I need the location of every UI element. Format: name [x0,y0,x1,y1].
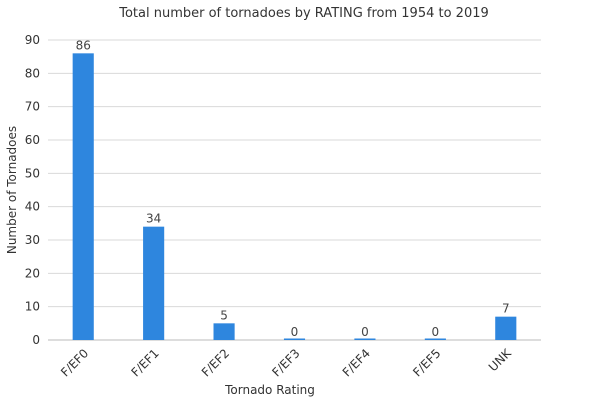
x-tick-label: F/EF1 [128,346,161,379]
data-labels: 86 34 5 0 0 0 7 [76,38,510,339]
x-axis-title: Tornado Rating [224,383,315,397]
x-tick-label: F/EF5 [410,346,443,379]
x-tick-label: F/EF4 [340,346,373,379]
data-label: 86 [76,38,91,52]
bar [72,53,94,340]
data-label: 5 [220,308,228,322]
data-label: 34 [146,212,161,226]
y-tick-label: 50 [25,166,40,180]
x-tick-label: F/EF0 [58,346,91,379]
y-tick-label: 20 [25,266,40,280]
y-axis-ticks: 0 10 20 30 40 50 60 70 80 90 [25,33,40,347]
bar [143,226,165,340]
bar [424,338,446,340]
data-label: 0 [291,325,299,339]
x-tick-label: UNK [486,345,515,374]
data-label: 0 [432,325,440,339]
data-label: 0 [361,325,369,339]
bar [495,316,517,340]
y-tick-label: 60 [25,133,40,147]
y-tick-label: 40 [25,200,40,214]
chart-title: Total number of tornadoes by RATING from… [118,6,489,21]
y-tick-label: 90 [25,33,40,47]
bars [72,53,517,340]
bar [283,338,306,340]
y-axis-title: Number of Tornadoes [5,126,19,254]
x-axis-ticks: F/EF0 F/EF1 F/EF2 F/EF3 F/EF4 F/EF5 UNK [58,345,515,379]
y-tick-label: 10 [25,300,40,314]
data-label: 7 [502,302,510,316]
y-tick-label: 80 [25,66,40,80]
y-tick-label: 0 [32,333,40,347]
bar [213,323,235,340]
y-tick-label: 70 [25,100,40,114]
x-tick-label: F/EF2 [199,346,232,379]
y-tick-label: 30 [25,233,40,247]
bar [354,338,376,340]
x-tick-label: F/EF3 [269,346,302,379]
gridlines [48,39,541,308]
